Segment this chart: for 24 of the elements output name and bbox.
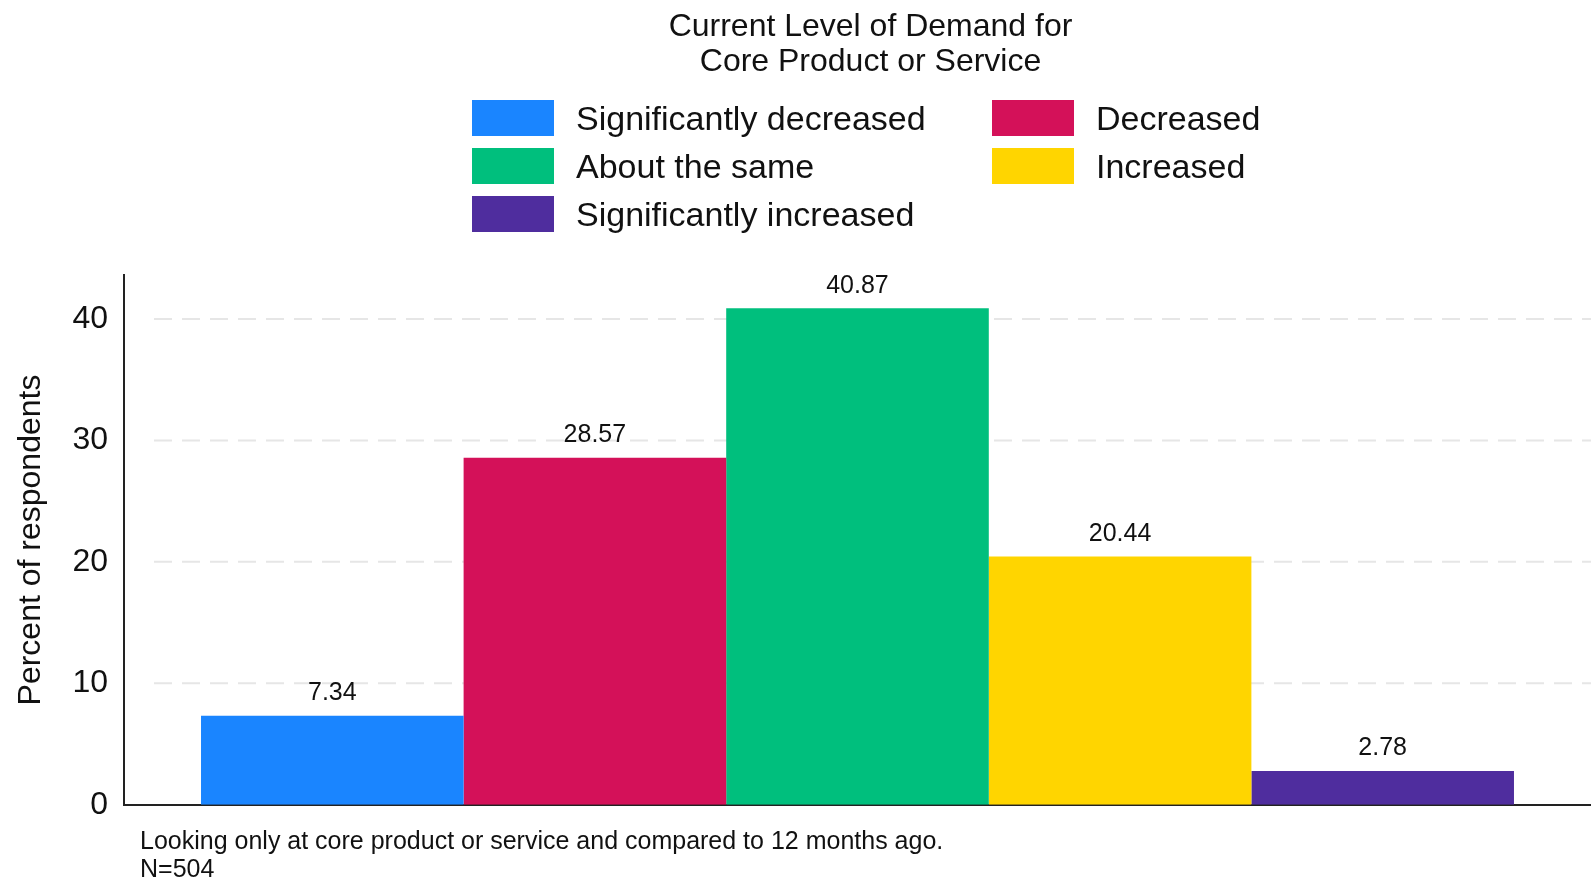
legend-label: Decreased <box>1096 98 1261 138</box>
y-axis-title: Percent of respondents <box>11 374 48 706</box>
data-label: 40.87 <box>826 269 889 298</box>
legend-label: Significantly decreased <box>576 98 926 138</box>
y-tick-label: 30 <box>72 420 108 457</box>
chart-title: Current Level of Demand for Core Product or Service <box>667 7 1074 78</box>
bar <box>201 715 464 805</box>
data-label: 20.44 <box>1088 517 1152 546</box>
data-label: 28.57 <box>563 419 627 448</box>
bar <box>463 457 727 805</box>
legend-label: Increased <box>1096 146 1246 186</box>
y-tick-label: 0 <box>90 784 108 821</box>
bar <box>988 556 1252 805</box>
legend-label: About the same <box>576 146 815 186</box>
data-label: 7.34 <box>307 677 357 706</box>
text: Looking only at core product or service and compared to 12 months ago. <box>140 826 944 854</box>
data-label: 2.78 <box>1358 732 1408 761</box>
bar <box>1251 771 1514 805</box>
y-tick-label: 10 <box>72 663 108 700</box>
legend-label: Significantly increased <box>576 194 915 234</box>
bar <box>726 308 989 805</box>
y-tick-label: 20 <box>72 541 108 578</box>
text: N=504 <box>140 854 216 882</box>
y-tick-label: 40 <box>72 298 108 335</box>
